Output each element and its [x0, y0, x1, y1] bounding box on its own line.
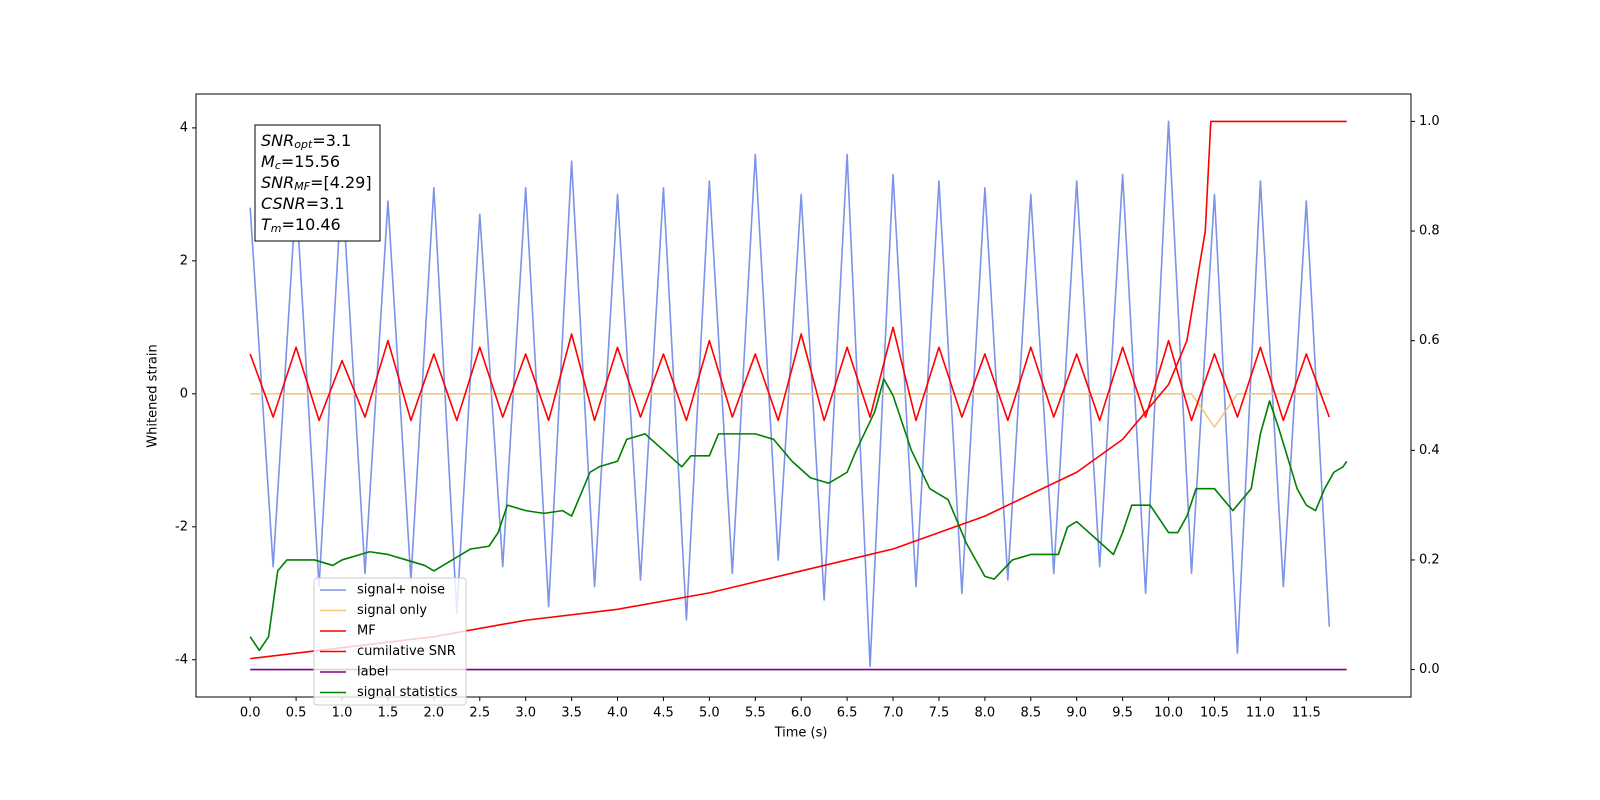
x-tick-label: 6.5	[837, 706, 858, 721]
annotation-line: Mc=15.56	[261, 152, 340, 173]
annotation-subscript: c	[275, 159, 281, 172]
plot-frame	[195, 93, 1412, 698]
x-tick-label: 9.0	[1066, 706, 1087, 721]
annotation-value: =15.56	[281, 152, 340, 171]
legend-label: signal only	[357, 603, 427, 618]
y-tick-label: -4	[175, 652, 188, 667]
x-tick-label: 7.5	[929, 706, 950, 721]
series-line	[250, 393, 1330, 428]
annotation-value: =[4.29]	[310, 173, 372, 192]
x-tick-label: 5.5	[745, 706, 766, 721]
x-tick-label: 9.5	[1112, 706, 1133, 721]
x-tick-label: 4.5	[653, 706, 674, 721]
x-tick-label: 2.0	[424, 706, 445, 721]
annotation-symbol: M	[261, 152, 275, 171]
y2-tick-label: 0.6	[1419, 333, 1440, 348]
annotation-value: =3.1	[312, 131, 351, 150]
y-axis-label: Whitened strain	[146, 344, 161, 447]
x-tick-label: 8.0	[975, 706, 996, 721]
series-line	[249, 326, 1331, 422]
x-tick-label: 8.5	[1020, 706, 1041, 721]
legend-label: cumilative SNR	[357, 644, 456, 659]
series-line	[250, 120, 1347, 660]
annotation-line: Tm=10.46	[261, 215, 341, 236]
annotation-value: =10.46	[282, 215, 341, 234]
y2-tick-label: 0.0	[1419, 662, 1440, 677]
x-tick-label: 10.5	[1200, 706, 1229, 721]
x-tick-label: 6.0	[791, 706, 812, 721]
x-tick-label: 2.5	[469, 706, 490, 721]
x-tick-label: 1.0	[332, 706, 353, 721]
x-tick-label: 10.0	[1154, 706, 1183, 721]
y-tick-label: -2	[175, 519, 188, 534]
annotation-symbol: SNR	[261, 131, 294, 150]
y2-tick-label: 0.4	[1419, 443, 1440, 458]
x-tick-label: 4.0	[607, 706, 628, 721]
y2-tick-label: 0.8	[1419, 224, 1440, 239]
y-tick-label: 2	[180, 253, 188, 268]
x-tick-label: 7.0	[883, 706, 904, 721]
series-line	[249, 378, 1348, 652]
annotation-value: =3.1	[306, 194, 345, 213]
x-tick-label: 3.5	[561, 706, 582, 721]
x-tick-label: 3.0	[515, 706, 536, 721]
y2-tick-label: 0.2	[1419, 552, 1440, 567]
annotation-subscript: m	[271, 222, 282, 235]
y-tick-label: 0	[180, 386, 188, 401]
annotation-symbol: T	[261, 215, 272, 234]
annotation-subscript: opt	[294, 138, 313, 151]
x-tick-label: 0.5	[286, 706, 307, 721]
annotation-line: CSNR=3.1	[261, 194, 345, 213]
annotation-line: SNRMF=[4.29]	[261, 173, 372, 194]
x-tick-label: 5.0	[699, 706, 720, 721]
legend-box	[313, 577, 467, 706]
annotation-symbol: SNR	[261, 173, 294, 192]
annotation-line: SNRopt=3.1	[261, 131, 351, 152]
x-tick-label: 11.5	[1292, 706, 1321, 721]
x-tick-label: 11.0	[1246, 706, 1275, 721]
annotation-subscript: MF	[294, 180, 310, 193]
legend-label: MF	[357, 624, 376, 639]
x-axis-label: Time (s)	[774, 726, 828, 741]
annotation-symbol: CSNR	[261, 194, 306, 213]
legend-label: signal statistics	[357, 685, 458, 700]
y2-tick-label: 1.0	[1419, 114, 1440, 129]
x-tick-label: 1.5	[378, 706, 399, 721]
y-tick-label: 4	[180, 120, 188, 135]
legend-label: signal+ noise	[357, 583, 445, 598]
legend-label: label	[357, 665, 388, 680]
x-tick-label: 0.0	[240, 706, 261, 721]
annotation-box	[254, 124, 381, 242]
